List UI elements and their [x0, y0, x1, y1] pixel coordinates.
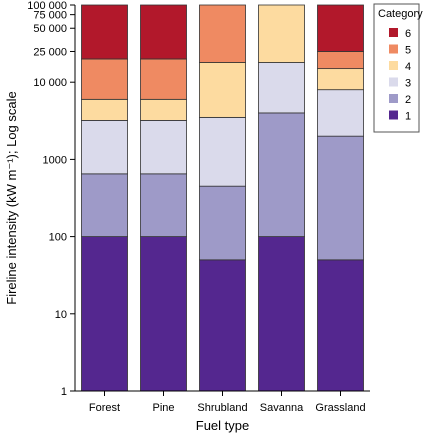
- legend-swatch-6: [389, 28, 398, 37]
- bar-segment-forest-2: [81, 173, 128, 237]
- bar-segment-pine-3: [140, 120, 187, 175]
- legend-label-2: 2: [405, 94, 411, 106]
- x-tick-label-forest: Forest: [89, 402, 120, 414]
- bar-segment-grassland-2: [317, 135, 364, 261]
- bars-layer: [81, 4, 364, 392]
- y-tick-label: 1000: [43, 154, 67, 166]
- bar-segment-shrubland-3: [199, 117, 246, 187]
- legend-swatch-2: [389, 94, 398, 103]
- bar-segment-forest-1: [81, 236, 128, 392]
- bar-segment-pine-6: [140, 4, 187, 60]
- y-tick-label: 100: [49, 232, 67, 244]
- bar-segment-forest-3: [81, 120, 128, 175]
- x-tick-label-pine: Pine: [152, 402, 174, 414]
- y-tick-label: 10: [55, 309, 67, 321]
- x-tick-label-savanna: Savanna: [260, 402, 304, 414]
- y-tick-label: 10 000: [33, 77, 67, 89]
- x-axis: Forest Pine Shrubland Savanna Grassland: [89, 391, 366, 414]
- bar-segment-pine-5: [140, 58, 187, 100]
- bar-segment-grassland-1: [317, 259, 364, 392]
- bar-segment-shrubland-4: [199, 62, 246, 118]
- y-tick-label: 50 000: [33, 23, 67, 35]
- bar-segment-pine-4: [140, 98, 187, 121]
- legend: Category 6 5 4 3 2 1: [373, 3, 423, 133]
- bar-segment-forest-6: [81, 4, 128, 60]
- legend-swatch-4: [389, 61, 398, 70]
- bar-segment-savanna-4: [258, 4, 305, 63]
- bar-segment-grassland-5: [317, 51, 364, 70]
- bar-segment-forest-4: [81, 98, 128, 121]
- legend-label-5: 5: [405, 45, 411, 57]
- y-tick-label: 100 000: [27, 0, 67, 12]
- y-axis-title: Fireline intensity (kW m⁻¹); Log scale: [4, 91, 19, 304]
- legend-label-1: 1: [405, 111, 411, 123]
- bar-segment-savanna-1: [258, 236, 305, 392]
- y-tick-label: 25 000: [33, 46, 67, 58]
- bar-segment-pine-2: [140, 173, 187, 237]
- legend-label-3: 3: [405, 78, 411, 90]
- bar-segment-grassland-4: [317, 68, 364, 91]
- bar-segment-forest-5: [81, 58, 128, 100]
- bar-segment-savanna-2: [258, 112, 305, 237]
- legend-title: Category: [378, 8, 423, 20]
- bar-segment-grassland-6: [317, 4, 364, 52]
- legend-label-4: 4: [405, 61, 411, 73]
- bar-segment-savanna-3: [258, 62, 305, 114]
- bar-segment-grassland-3: [317, 89, 364, 137]
- legend-swatch-5: [389, 44, 398, 54]
- legend-swatch-3: [389, 77, 398, 87]
- y-tick-label: 75 000: [33, 10, 67, 22]
- x-tick-label-shrubland: Shrubland: [197, 402, 247, 414]
- bar-segment-pine-1: [140, 236, 187, 392]
- legend-swatch-1: [389, 110, 398, 120]
- x-axis-title: Fuel type: [196, 418, 249, 433]
- bar-segment-shrubland-5: [199, 4, 246, 63]
- bar-segment-shrubland-2: [199, 185, 246, 261]
- y-tick-label: 1: [61, 386, 67, 398]
- bar-segment-shrubland-1: [199, 259, 246, 392]
- x-tick-label-grassland: Grassland: [315, 402, 365, 414]
- legend-label-6: 6: [405, 28, 411, 40]
